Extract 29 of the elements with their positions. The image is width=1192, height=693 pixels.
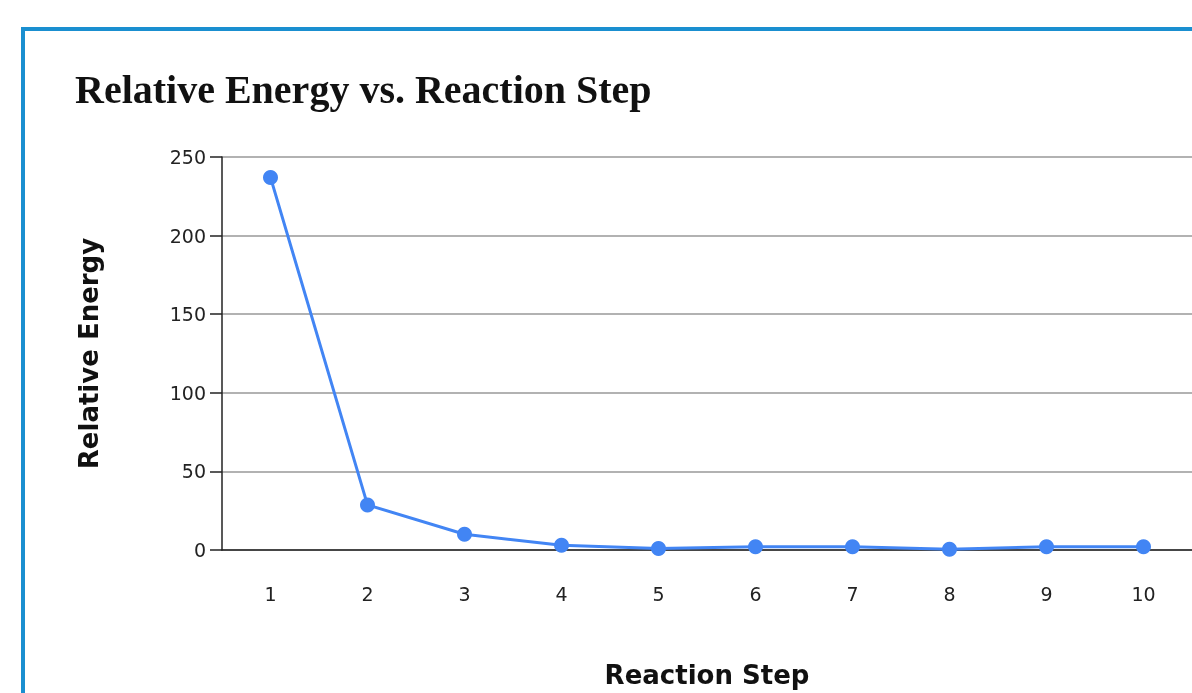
point (263, 169, 278, 185)
x-tick-label: 9 (1040, 582, 1053, 605)
point (845, 539, 860, 555)
point (360, 497, 375, 513)
point (651, 540, 666, 556)
point (1136, 539, 1151, 555)
y-axis-title: Relative Energy (74, 237, 104, 470)
x-tick-label: 10 (1131, 582, 1156, 605)
x-tick-label: 4 (555, 582, 568, 605)
point (1039, 539, 1054, 555)
x-tick-label: 6 (749, 582, 762, 605)
x-tick-label: 1 (264, 582, 277, 605)
point (748, 539, 763, 555)
point (554, 537, 569, 553)
point (942, 541, 957, 557)
chart-title: Relative Energy vs. Reaction Step (75, 66, 652, 113)
x-tick-label: 8 (943, 582, 956, 605)
x-tick-label: 7 (846, 582, 859, 605)
y-tick-label: 150 (169, 303, 206, 326)
x-tick-label: 3 (458, 582, 471, 605)
y-tick-label: 50 (181, 460, 206, 483)
x-tick-label: 5 (652, 582, 665, 605)
y-tick-label: 200 (169, 224, 206, 247)
y-tick-label: 0 (193, 539, 206, 561)
point (457, 526, 472, 542)
y-tick-label: 250 (169, 146, 206, 168)
x-tick-label: 2 (361, 582, 374, 605)
y-tick-label: 100 (169, 381, 206, 404)
x-axis-title: Reaction Step (604, 660, 810, 690)
